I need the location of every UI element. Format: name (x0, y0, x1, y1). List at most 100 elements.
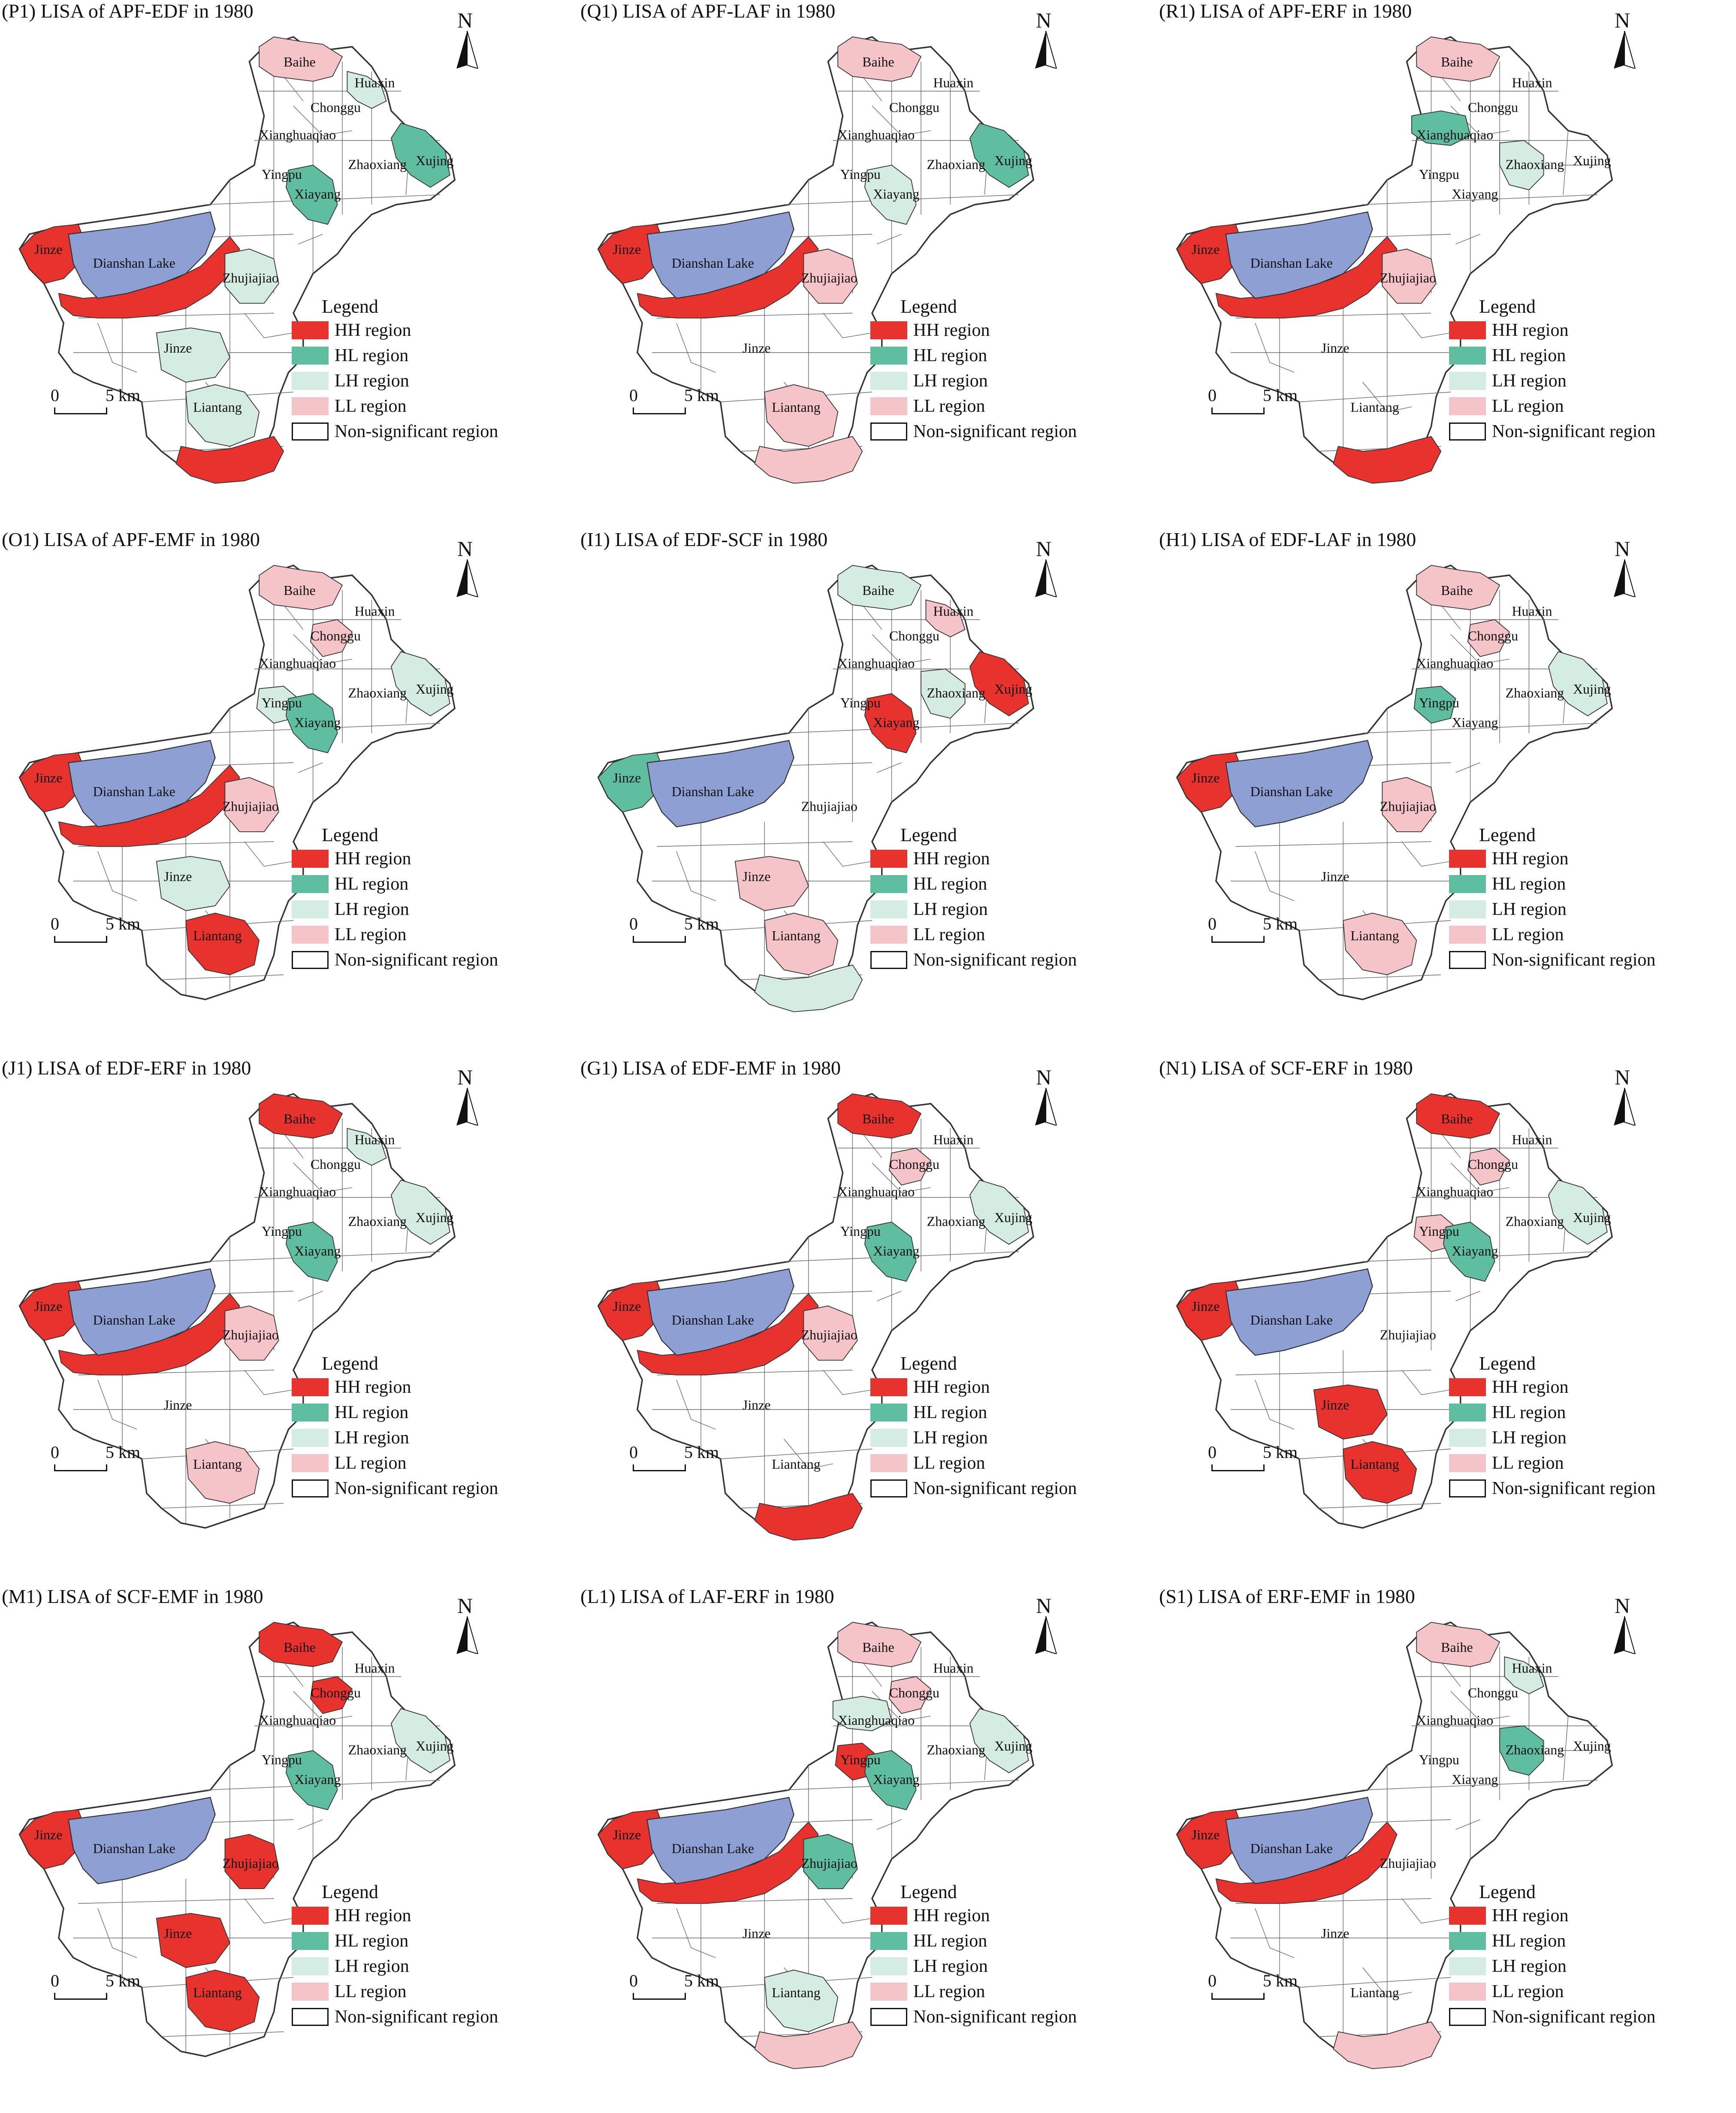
legend-item: Non-significant region (1449, 1476, 1732, 1501)
place-label-zhaoxiang: Zhaoxiang (927, 1213, 985, 1229)
district-outline (1176, 1093, 1613, 1529)
legend-label: HL region (335, 1402, 409, 1422)
legend-swatch (870, 1378, 907, 1396)
legend-label: HH region (913, 320, 990, 340)
sub-boundary (862, 1133, 882, 1158)
north-arrow: N (1603, 9, 1646, 69)
place-label-baihe: Baihe (1441, 1639, 1473, 1655)
lisa-region-chonggu (1467, 1147, 1510, 1186)
legend-swatch (870, 422, 907, 441)
legend-swatch (1449, 1957, 1486, 1975)
legend: Legend HH region HL region LH region LL regi… (870, 824, 1153, 972)
place-label-dianshan: Dianshan Lake (1250, 1841, 1333, 1856)
legend-swatch (292, 875, 329, 893)
legend-swatch (1449, 397, 1486, 415)
legend-swatch (870, 951, 907, 969)
north-label: N (1615, 8, 1630, 32)
sub-boundary (1401, 313, 1451, 338)
place-label-xiayang: Xiayang (294, 715, 341, 730)
legend-item: LL region (1449, 1979, 1732, 2004)
lisa-region-baihe (1416, 565, 1501, 610)
scale-zero-label: 0 (629, 1971, 638, 1990)
place-label-yingpu: Yingpu (1419, 1752, 1459, 1767)
dianshan-lake (68, 740, 216, 827)
place-label-dianshan: Dianshan Lake (93, 1312, 175, 1328)
north-label: N (1036, 537, 1052, 561)
district-map: Baihe Huaxin Chonggu Xianghuaqiao Xujing Zhao… (1176, 564, 1613, 1000)
place-label-jinze-south: Jinze (1321, 869, 1350, 884)
legend-label: HL region (335, 874, 409, 894)
scale-line (54, 936, 107, 943)
lisa-region-xujing (1548, 651, 1608, 716)
legend-item: Non-significant region (292, 419, 575, 444)
place-label-chonggu: Chonggu (889, 1156, 939, 1172)
map-panel: (R1) LISA of APF-ERF in 1980 Baihe Huaxin C… (1157, 0, 1736, 528)
place-label-jinze-south: Jinze (743, 340, 771, 356)
place-label-yingpu: Yingpu (840, 1752, 881, 1767)
sub-boundary (1362, 723, 1598, 734)
lisa-region-baihe (837, 1093, 922, 1139)
north-label: N (1036, 1594, 1052, 1618)
lisa-region-xiayang (1443, 1222, 1495, 1282)
legend-label: Non-significant region (1492, 950, 1656, 970)
north-arrow-icon (456, 559, 479, 597)
legend-title: Legend (1479, 296, 1536, 317)
legend-swatch (292, 849, 329, 868)
district-map: Baihe Huaxin Chonggu Xianghuaqiao Xujing Zhao… (18, 564, 456, 1000)
lisa-region-baihe (837, 36, 922, 82)
legend-swatch (1449, 1378, 1486, 1396)
lisa-region-xujing (391, 123, 450, 188)
legend-label: HH region (1492, 848, 1569, 869)
place-label-yingpu: Yingpu (262, 166, 302, 182)
place-label-chonggu: Chonggu (889, 628, 939, 643)
legend-item: LH region (870, 897, 1153, 922)
north-arrow-icon (1614, 1616, 1636, 1654)
legend-label: Non-significant region (913, 1478, 1077, 1498)
map-panel: (I1) LISA of EDF-SCF in 1980 Baihe Huaxin C… (579, 528, 1157, 1056)
legend-label: LH region (913, 1428, 988, 1448)
legend-label: HL region (913, 345, 987, 365)
map-panel: (O1) LISA of APF-EMF in 1980 Baihe Huaxin C… (0, 528, 579, 1056)
sub-boundary (862, 1661, 882, 1687)
north-arrow: N (1025, 1594, 1068, 1654)
legend-item: LL region (292, 922, 575, 947)
place-label-zhaoxiang: Zhaoxiang (927, 157, 985, 172)
place-label-xujing: Xujing (994, 1210, 1033, 1225)
scale-bar: 0 5 km (626, 385, 755, 424)
place-label-jinze-south: Jinze (164, 1926, 192, 1941)
place-label-jinze-south: Jinze (164, 340, 192, 356)
place-label-dianshan: Dianshan Lake (1250, 784, 1333, 799)
map-panel: (H1) LISA of EDF-LAF in 1980 Baihe Huaxin C… (1157, 528, 1736, 1056)
north-arrow-icon (456, 31, 479, 69)
lisa-region-chonggu (888, 1147, 931, 1186)
place-label-dianshan: Dianshan Lake (672, 1841, 754, 1856)
lisa-region-xiayang (285, 693, 338, 754)
lisa-region-zhujiajiao (1382, 777, 1437, 832)
place-label-huaxin: Huaxin (933, 603, 974, 619)
scale-distance-label: 5 km (1263, 386, 1298, 405)
sub-boundary (283, 604, 304, 630)
north-arrow: N (1025, 1066, 1068, 1126)
scale-bar: 0 5 km (626, 914, 755, 952)
legend-label: LL region (335, 1453, 407, 1473)
map-panel: (L1) LISA of LAF-ERF in 1980 Baihe Huaxin C… (579, 1585, 1157, 2113)
scale-zero-label: 0 (1208, 914, 1217, 933)
sub-boundary (877, 1819, 902, 1830)
sub-boundary (823, 1898, 873, 1924)
north-label: N (457, 1065, 473, 1089)
place-label-xianghuaqiao: Xianghuaqiao (838, 1712, 915, 1728)
lisa-region-xiayang (285, 1750, 338, 1811)
legend: Legend HH region HL region LH region LL regi… (1449, 824, 1732, 972)
panel-title: (P1) LISA of APF-EDF in 1980 (2, 0, 254, 22)
place-label-zhaoxiang: Zhaoxiang (348, 685, 407, 700)
legend-label: HH region (913, 848, 990, 869)
legend-swatch (1449, 849, 1486, 868)
dianshan-lake (646, 1268, 794, 1356)
place-label-huaxin: Huaxin (933, 1660, 974, 1675)
place-label-huaxin: Huaxin (1512, 1132, 1552, 1147)
scale-zero-label: 0 (1208, 1971, 1217, 1990)
panel-title: (R1) LISA of APF-ERF in 1980 (1159, 0, 1412, 22)
place-label-zhaoxiang: Zhaoxiang (1506, 685, 1564, 700)
scale-zero-label: 0 (629, 386, 638, 405)
legend-title: Legend (322, 1881, 378, 1902)
